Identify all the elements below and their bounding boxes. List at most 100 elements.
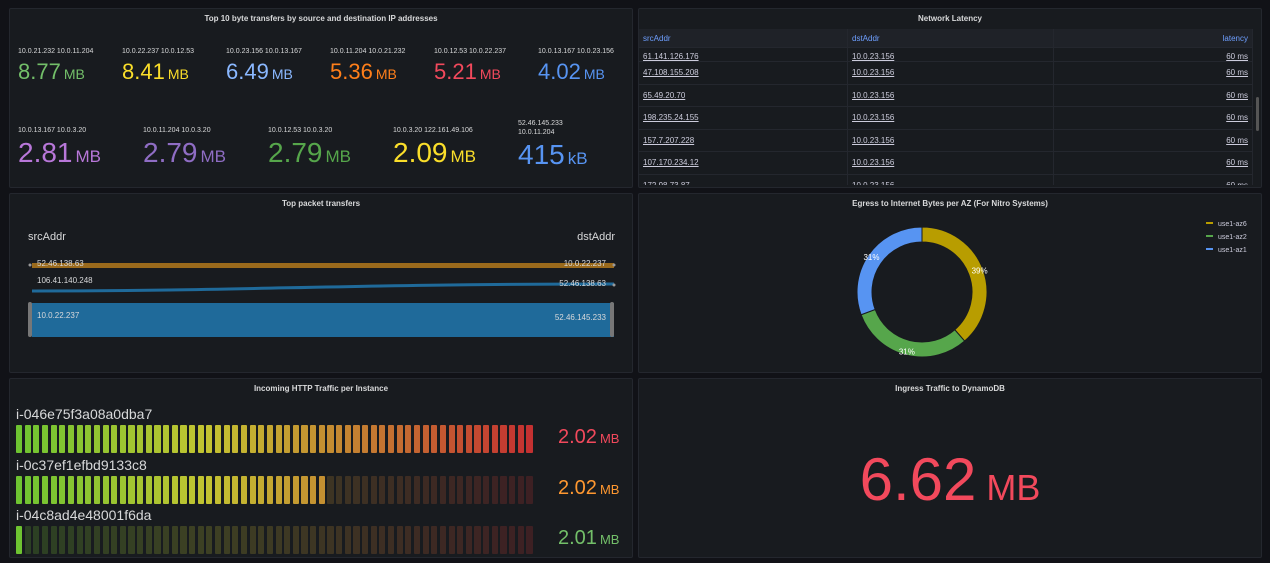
stat-label: 10.0.11.204 10.0.3.20 xyxy=(143,127,211,134)
gauge-cell xyxy=(41,475,49,504)
panel-egress: Egress to Internet Bytes per AZ (For Nit… xyxy=(638,193,1262,373)
gauge-cell xyxy=(214,475,222,504)
panel-http: Incoming HTTP Traffic per Instance i-046… xyxy=(9,378,633,558)
gauge-cell xyxy=(517,526,524,554)
gauge-cell xyxy=(102,526,109,554)
gauge-cell xyxy=(275,526,282,554)
gauge-cell xyxy=(50,425,57,453)
sankey: srcAddr dstAddr 52.46.138.63 10.0.22.237 1… xyxy=(28,231,616,337)
node xyxy=(610,302,614,337)
gauge-cell xyxy=(128,526,135,554)
gauge-cell xyxy=(145,475,152,504)
cell: 198.235.24.155 xyxy=(639,106,848,130)
table-row: 47.108.155.208 10.0.23.156 60 ms xyxy=(639,61,1253,85)
gauge-cell xyxy=(197,475,204,504)
stat-value: 4.02 xyxy=(538,59,581,84)
gauge-cell xyxy=(318,475,325,504)
gauge-cell xyxy=(137,475,144,504)
gauge-cell xyxy=(301,475,308,504)
gauge-cell xyxy=(457,475,464,504)
gauge-cell xyxy=(362,475,369,504)
legend-label: use1-az6 xyxy=(1218,221,1247,228)
gauge-cell xyxy=(491,526,498,554)
node xyxy=(612,283,616,287)
gauge-cell xyxy=(145,425,152,453)
gauge-cell xyxy=(197,425,204,453)
gauge-cell xyxy=(284,425,291,453)
gauge-cell xyxy=(465,526,472,554)
cell: 61.141.126.176 xyxy=(639,47,848,62)
cell: 10.0.23.156 xyxy=(847,174,1054,185)
gauge-cell xyxy=(431,526,438,554)
instance-name: i-046e75f3a08a0dba7 xyxy=(16,406,153,422)
cell: 10.0.23.156 xyxy=(847,151,1054,175)
gauge-cell xyxy=(396,425,403,453)
gauge-cell xyxy=(379,526,386,554)
stat-value-line: 4.02 MB xyxy=(538,59,632,85)
gauge-cell xyxy=(189,526,196,554)
gauge-cell xyxy=(439,526,447,554)
gauge-cell xyxy=(85,425,92,453)
gauge-cell xyxy=(59,425,66,453)
gauge-cell xyxy=(431,425,438,453)
cell: 65.49.20.70 xyxy=(639,84,848,107)
stat-value-line: 6.49 MB xyxy=(226,59,326,85)
gauge-cell xyxy=(370,475,377,504)
gauge-cell xyxy=(310,475,317,504)
stat: 52.46.145.233 10.0.11.204 415 kB xyxy=(518,119,588,171)
value: 2.02 xyxy=(558,476,597,499)
stat-unit: MB xyxy=(479,66,501,82)
source-label: 52.46.138.63 xyxy=(37,259,84,268)
gauge-cell xyxy=(85,526,92,554)
gauge-cell xyxy=(474,475,481,504)
slice-label: 31% xyxy=(899,348,915,357)
gauge-cell xyxy=(33,475,40,504)
stat-label: 10.0.21.232 10.0.11.204 xyxy=(18,48,94,55)
table-row: 61.141.126.176 10.0.23.156 60 ms xyxy=(639,47,1253,62)
gauge-cell xyxy=(327,425,334,453)
gauge-cell xyxy=(137,425,144,453)
gauge-cell xyxy=(379,425,386,453)
table-row: 107.170.234.12 10.0.23.156 60 ms xyxy=(639,151,1253,175)
gauge-cell xyxy=(76,526,83,554)
gauge-cell xyxy=(465,425,472,453)
gauge-cell xyxy=(249,526,256,554)
cell: 10.0.23.156 xyxy=(847,47,1054,62)
stat-label: 52.46.145.233 10.0.11.204 xyxy=(518,120,563,136)
stat: 10.0.21.232 10.0.11.204 8.77 MB xyxy=(18,47,118,85)
cell: 10.0.23.156 xyxy=(847,84,1054,107)
gauge-cell xyxy=(24,475,31,504)
table-row: 65.49.20.70 10.0.23.156 60 ms xyxy=(639,84,1253,107)
gauge-cell xyxy=(240,425,248,453)
gauge-cell xyxy=(284,526,291,554)
stat-value: 2.81 xyxy=(18,137,73,168)
stat-label: 10.0.22.237 10.0.12.53 xyxy=(122,48,195,55)
gauge-cell xyxy=(197,526,204,554)
stat-unit: MB xyxy=(75,147,102,166)
table-wrap: srcAddr dstAddr latency 61.141.126.176 10.0.… xyxy=(639,29,1257,185)
gauge-cell xyxy=(206,425,213,453)
stat-label: 10.0.13.167 10.0.3.20 xyxy=(18,127,87,134)
node xyxy=(612,263,616,267)
gauge-cell xyxy=(163,526,170,554)
gauge-cell xyxy=(370,526,377,554)
gauge-cell xyxy=(93,425,101,453)
gauge-cell xyxy=(474,526,481,554)
stat-label: 10.0.3.20 122.161.49.106 xyxy=(393,127,473,134)
big-stat: 6.62 MB xyxy=(639,445,1261,514)
gauge-cell xyxy=(171,425,178,453)
target-label: 52.46.145.233 xyxy=(555,313,607,322)
gauge-cell xyxy=(67,526,75,554)
gauge-cell xyxy=(33,526,40,554)
gauge-cell xyxy=(119,475,126,504)
gauge-cell xyxy=(59,526,66,554)
link xyxy=(32,303,614,337)
header-row: srcAddr dstAddr latency xyxy=(639,29,1253,48)
gauge-cell xyxy=(266,425,274,453)
gauge-cell xyxy=(413,425,421,453)
gauge-cell xyxy=(137,526,144,554)
stat-unit: MB xyxy=(167,66,189,82)
stat-value: 8.41 xyxy=(122,59,165,84)
target-header: dstAddr xyxy=(577,231,615,243)
panel-title: Incoming HTTP Traffic per Instance xyxy=(253,384,389,393)
